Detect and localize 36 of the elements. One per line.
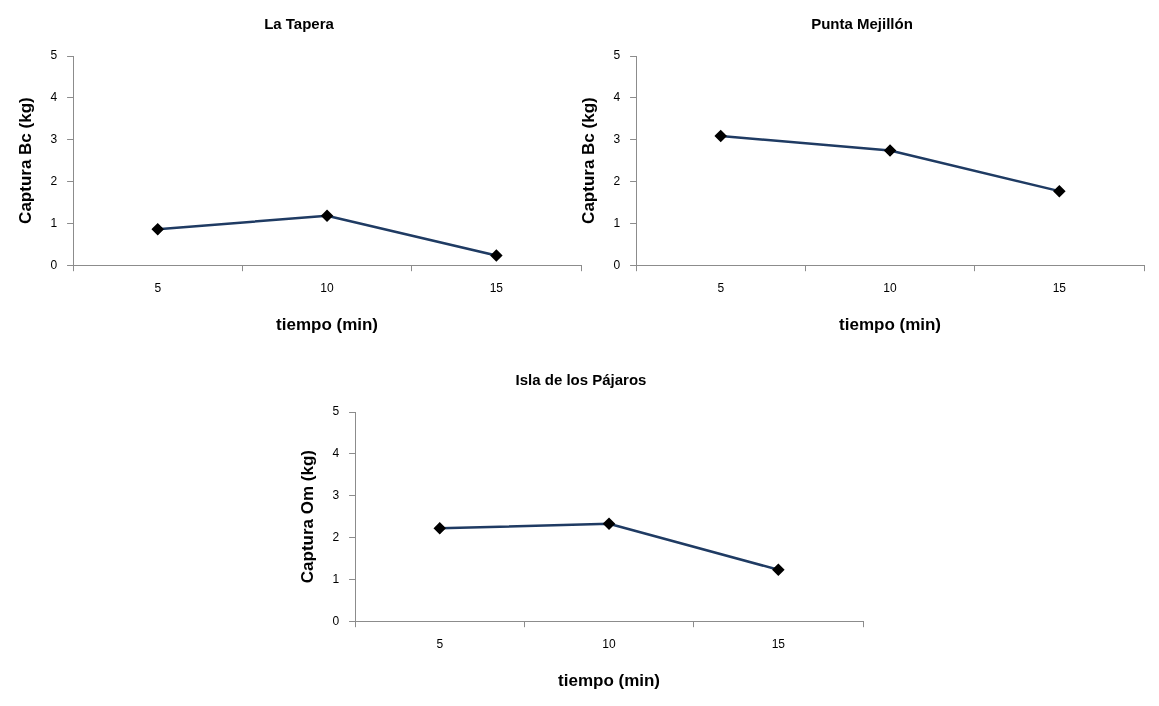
- x-axis-title: tiempo (min): [558, 671, 661, 691]
- y-tick-label: 4: [332, 446, 340, 461]
- y-axis-title: Captura Bc (kg): [578, 97, 598, 224]
- y-tick-label: 1: [613, 215, 621, 230]
- chart-title: La Tapera: [264, 15, 335, 33]
- y-tick-label: 2: [332, 529, 340, 544]
- x-tick-label: 10: [320, 280, 335, 295]
- x-tick-label: 5: [717, 280, 725, 295]
- y-tick-label: 3: [332, 487, 340, 502]
- y-tick-label: 3: [50, 131, 58, 146]
- y-tick-label: 5: [332, 404, 340, 419]
- chart-title: Isla de los Pájaros: [515, 371, 647, 389]
- y-axis-title: Captura Bc (kg): [15, 97, 35, 224]
- x-axis-title: tiempo (min): [839, 315, 942, 335]
- x-tick-label: 10: [602, 636, 617, 651]
- x-tick-label: 5: [154, 280, 162, 295]
- x-tick-label: 5: [436, 636, 444, 651]
- chart-title: Punta Mejillón: [811, 15, 913, 33]
- y-tick-label: 1: [332, 571, 340, 586]
- x-tick-label: 15: [489, 280, 504, 295]
- y-tick-label: 0: [332, 613, 340, 628]
- x-tick-label: 10: [883, 280, 898, 295]
- y-tick-label: 4: [50, 90, 58, 105]
- x-tick-label: 15: [771, 636, 786, 651]
- y-tick-label: 1: [50, 215, 58, 230]
- y-axis-title: Captura Om (kg): [297, 450, 317, 584]
- x-axis-title: tiempo (min): [276, 315, 379, 335]
- y-tick-label: 5: [613, 48, 621, 63]
- y-tick-label: 2: [50, 173, 58, 188]
- y-tick-label: 0: [613, 257, 621, 272]
- y-tick-label: 0: [50, 257, 58, 272]
- y-tick-label: 5: [50, 48, 58, 63]
- y-tick-label: 2: [613, 173, 621, 188]
- y-tick-label: 3: [613, 131, 621, 146]
- x-tick-label: 15: [1052, 280, 1067, 295]
- y-tick-label: 4: [613, 90, 621, 105]
